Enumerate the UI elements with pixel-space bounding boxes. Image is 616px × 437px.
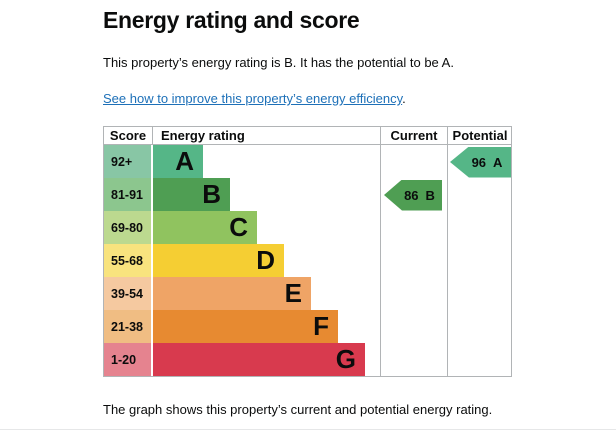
improvement-link-line: See how to improve this property’s energ… — [103, 90, 616, 107]
footnote-text: The graph shows this property’s current … — [103, 402, 493, 417]
band-row-g: 1-20 G — [104, 343, 511, 376]
band-letter-f: F — [313, 311, 329, 341]
page-title: Energy rating and score — [103, 7, 360, 33]
band-letter-a: A — [175, 146, 194, 176]
band-row-a: 92+ A 96 A — [104, 145, 511, 178]
summary-text: This property’s energy rating is B. It h… — [103, 55, 454, 70]
potential-rating-arrow: 96 A — [450, 146, 511, 178]
current-rating-arrow: 86 B — [384, 179, 442, 211]
band-row-f: 21-38 F — [104, 310, 511, 343]
header-potential: Potential — [447, 127, 512, 144]
header-score: Score — [104, 127, 153, 144]
header-current: Current — [380, 127, 447, 144]
band-bar-e: E — [153, 277, 311, 310]
band-row-d: 55-68 D — [104, 244, 511, 277]
band-letter-e: E — [284, 278, 302, 308]
band-row-c: 69-80 C — [104, 211, 511, 244]
epc-section: Energy rating and score This property’s … — [103, 7, 616, 417]
score-range-d: 55-68 — [104, 244, 153, 277]
current-score: 86 — [404, 187, 419, 203]
band-bar-a: A — [153, 145, 203, 178]
band-letter-d: D — [256, 245, 275, 275]
score-range-a: 92+ — [104, 145, 153, 178]
link-suffix: . — [402, 91, 406, 106]
header-energy-rating: Energy rating — [161, 128, 245, 143]
energy-rating-graph: Score Energy rating Current Potential 92… — [103, 126, 512, 377]
score-range-b: 81-91 — [104, 178, 153, 211]
score-range-g: 1-20 — [104, 343, 153, 376]
band-letter-b: B — [202, 179, 221, 209]
band-bar-b: B — [153, 178, 230, 211]
improve-efficiency-link[interactable]: See how to improve this property’s energ… — [103, 91, 403, 106]
section-divider — [0, 429, 616, 430]
graph-header-row: Score Energy rating Current Potential — [104, 127, 511, 145]
band-letter-g: G — [335, 344, 356, 374]
band-bar-d: D — [153, 244, 284, 277]
band-row-b: 81-91 B 86 B — [104, 178, 511, 211]
band-row-e: 39-54 E — [104, 277, 511, 310]
current-band: B — [425, 187, 435, 203]
score-range-f: 21-38 — [104, 310, 153, 343]
potential-score: 96 — [471, 154, 487, 170]
band-bar-f: F — [153, 310, 338, 343]
band-bar-g: G — [153, 343, 365, 376]
score-range-e: 39-54 — [104, 277, 153, 310]
band-bar-c: C — [153, 211, 257, 244]
band-letter-c: C — [229, 212, 248, 242]
potential-band: A — [493, 154, 503, 170]
score-range-c: 69-80 — [104, 211, 153, 244]
